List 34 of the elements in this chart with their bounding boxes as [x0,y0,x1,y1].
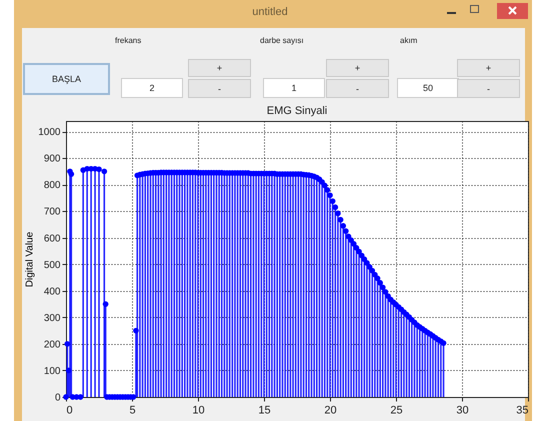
text: akım [400,36,418,47]
start-button: BAŞLA [23,63,110,95]
y-tick-label: 400 [44,286,61,298]
x-tick-label: 10 [192,404,205,416]
y-tick-label: 0 [54,392,61,404]
y-axis-title: Digital Value [24,231,36,288]
y-tick-label: 100 [44,366,61,377]
minus-button: - [457,79,520,98]
y-tick-label: 1000 [38,127,61,138]
x-tick-label: 20 [324,404,337,416]
text: untitled [251,6,289,20]
y-tick-label: 900 [44,154,61,165]
x-tick-label: 0 [66,404,73,416]
y-tick-label: 200 [44,339,61,350]
y-tick-label: 800 [44,180,61,192]
x-tick-label: 15 [258,404,271,416]
number-field: 1 [263,78,325,98]
y-tick-label: 700 [44,206,61,218]
text: darbe sayısı [260,36,305,47]
minus-button: - [188,79,251,98]
text: frekans [115,36,142,47]
minus-button: - [326,79,389,98]
plus-button: + [188,59,251,77]
x-tick-label: 30 [456,404,469,416]
plus-button: + [326,59,389,77]
plus-button: + [457,59,520,77]
chart-title: EMG Sinyali [266,105,328,117]
x-tick-label: 25 [390,404,403,416]
number-field: 50 [397,78,459,98]
number-field: 2 [121,78,183,98]
x-tick-label: 5 [129,404,136,416]
y-tick-label: 300 [44,312,61,324]
y-tick-label: 500 [44,260,61,271]
y-tick-label: 600 [44,233,61,244]
